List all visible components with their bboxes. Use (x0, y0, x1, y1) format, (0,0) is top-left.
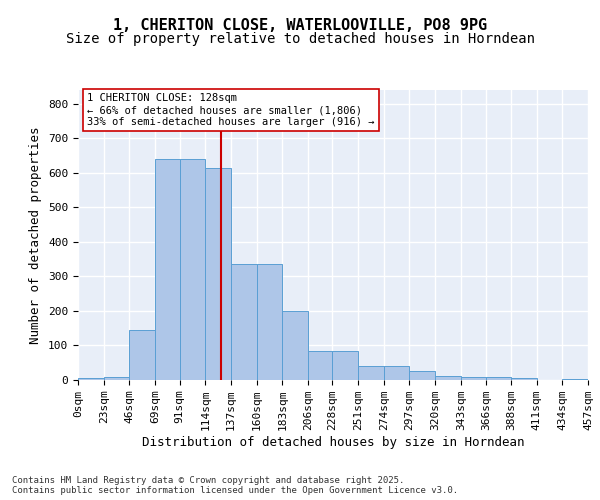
Bar (179, 159, 205, 380)
Bar (332, 350, 358, 380)
Bar (562, 379, 588, 380)
Bar (409, 372, 435, 380)
Bar (487, 376, 511, 380)
Bar (78, 378, 104, 380)
Y-axis label: Number of detached properties: Number of detached properties (29, 126, 43, 344)
Bar (384, 366, 409, 380)
Bar (461, 376, 487, 380)
Text: 1 CHERITON CLOSE: 128sqm
← 66% of detached houses are smaller (1,806)
33% of sem: 1 CHERITON CLOSE: 128sqm ← 66% of detach… (87, 94, 374, 126)
X-axis label: Distribution of detached houses by size in Horndean: Distribution of detached houses by size … (142, 436, 524, 449)
Text: 1, CHERITON CLOSE, WATERLOOVILLE, PO8 9PG: 1, CHERITON CLOSE, WATERLOOVILLE, PO8 9P… (113, 18, 487, 32)
Text: Size of property relative to detached houses in Horndean: Size of property relative to detached ho… (65, 32, 535, 46)
Bar (511, 378, 536, 380)
Text: Contains HM Land Registry data © Crown copyright and database right 2025.
Contai: Contains HM Land Registry data © Crown c… (12, 476, 458, 495)
Bar (130, 330, 155, 380)
Bar (231, 264, 257, 380)
Bar (205, 168, 231, 380)
Bar (308, 350, 332, 380)
Bar (358, 366, 384, 380)
Bar (435, 376, 461, 380)
Bar (257, 264, 282, 380)
Bar (155, 159, 179, 380)
Bar (104, 376, 130, 380)
Bar (282, 311, 308, 380)
